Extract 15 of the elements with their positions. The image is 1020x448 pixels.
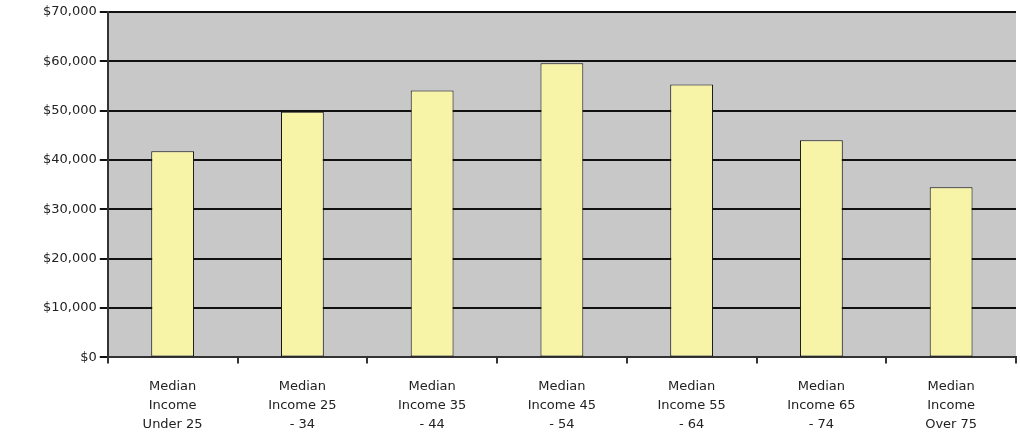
y-tick-label: $70,000 — [42, 3, 97, 19]
y-tick-label: $10,000 — [42, 299, 97, 315]
y-tick-label: $60,000 — [42, 52, 97, 68]
y-tick-label: $0 — [80, 348, 97, 364]
y-tick-label: $50,000 — [42, 102, 97, 118]
x-tick-label: Median Income 45 - 54 — [527, 378, 597, 431]
x-tick-label: Median Income 25 - 34 — [268, 378, 337, 431]
x-tick-label: Median Income Under 25 — [142, 378, 203, 431]
x-tick-label: Median Income 55 - 64 — [657, 378, 726, 431]
y-tick-label: $20,000 — [42, 250, 97, 266]
x-tick-label: Median Income 65 - 74 — [787, 378, 856, 431]
x-tick-label: Median Income 35 - 44 — [397, 378, 467, 431]
y-tick-label: $40,000 — [42, 151, 97, 167]
x-tick-label: Median Income Over 75 — [925, 378, 978, 431]
y-tick-label: $30,000 — [42, 200, 97, 216]
